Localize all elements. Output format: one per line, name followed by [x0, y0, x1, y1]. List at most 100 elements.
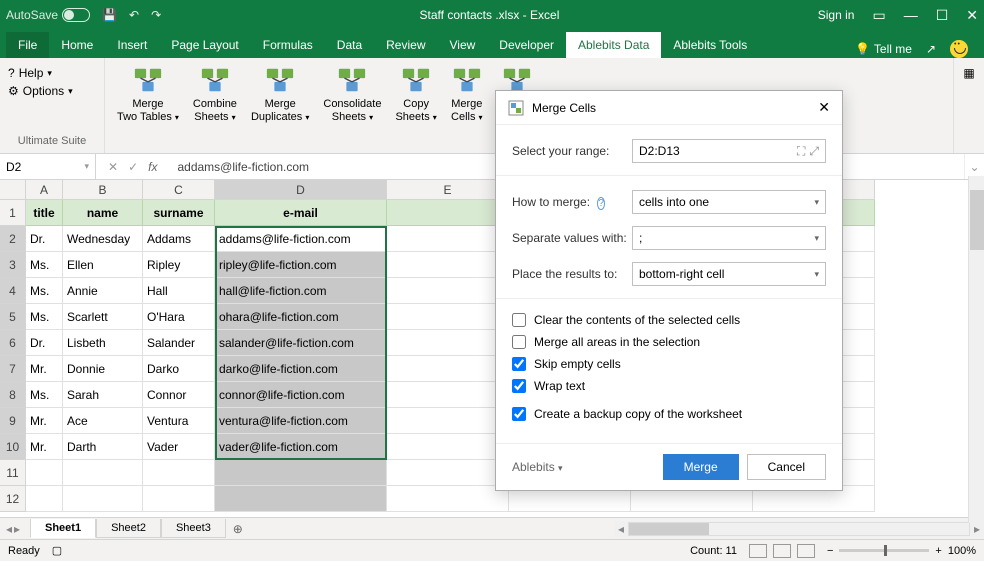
ribbon-consolidate[interactable]: ConsolidateSheets ▾	[317, 62, 387, 137]
maximize-icon[interactable]: ☐	[936, 7, 949, 24]
colhead-B[interactable]: B	[63, 180, 143, 200]
check-2[interactable]: Skip empty cells	[512, 357, 826, 371]
sheet-tab-sheet3[interactable]: Sheet3	[161, 519, 226, 538]
cancel-fx-icon[interactable]: ✕	[108, 160, 118, 174]
close-icon[interactable]: ✕	[966, 7, 978, 24]
add-sheet-button[interactable]: ⊕	[226, 522, 250, 536]
dialog-close-icon[interactable]: ✕	[818, 99, 830, 116]
minimize-icon[interactable]: —	[904, 7, 918, 24]
expand-range-icon[interactable]: ⤢	[809, 144, 819, 159]
signin-link[interactable]: Sign in	[818, 8, 855, 22]
cell[interactable]: Sarah	[63, 382, 143, 408]
vertical-scrollbar[interactable]	[968, 176, 984, 523]
cell[interactable]: Darko	[143, 356, 215, 382]
small-ribbon-icon[interactable]: ▦	[958, 62, 980, 84]
tab-home[interactable]: Home	[49, 32, 105, 58]
help-button[interactable]: ? Help ▾	[8, 64, 96, 82]
cell[interactable]: Mr.	[26, 356, 63, 382]
cell[interactable]	[387, 200, 509, 226]
fx-icon[interactable]: fx	[148, 160, 157, 174]
tab-insert[interactable]: Insert	[105, 32, 159, 58]
zoom-slider[interactable]	[839, 549, 929, 552]
cell[interactable]: Ms.	[26, 382, 63, 408]
share-icon[interactable]: ↗	[926, 42, 936, 56]
checkbox[interactable]	[512, 335, 526, 349]
help-icon[interactable]: ?	[597, 197, 605, 210]
options-button[interactable]: ⚙ Options ▾	[8, 82, 96, 100]
rowhead-8[interactable]: 8	[0, 382, 26, 408]
macro-record-icon[interactable]: ▢	[52, 544, 62, 557]
cell[interactable]	[143, 486, 215, 512]
cell[interactable]: hall@life-fiction.com	[215, 278, 387, 304]
cell[interactable]: Mr.	[26, 434, 63, 460]
cancel-button[interactable]: Cancel	[747, 454, 826, 480]
tab-ablebits-tools[interactable]: Ablebits Tools	[661, 32, 759, 58]
checkbox[interactable]	[512, 379, 526, 393]
cell[interactable]: Dr.	[26, 330, 63, 356]
rowhead-1[interactable]: 1	[0, 200, 26, 226]
cell[interactable]: vader@life-fiction.com	[215, 434, 387, 460]
cell[interactable]	[387, 408, 509, 434]
cell[interactable]	[63, 460, 143, 486]
scroll-right-icon[interactable]: ▸	[970, 522, 984, 536]
colhead-C[interactable]: C	[143, 180, 215, 200]
cell[interactable]: connor@life-fiction.com	[215, 382, 387, 408]
ribbon-merge[interactable]: MergeTwo Tables ▾	[111, 62, 185, 137]
cell[interactable]: O'Hara	[143, 304, 215, 330]
cell[interactable]	[63, 486, 143, 512]
cell[interactable]: Donnie	[63, 356, 143, 382]
cell[interactable]: Ace	[63, 408, 143, 434]
scroll-left-icon[interactable]: ◂	[614, 522, 628, 536]
zoom-in-icon[interactable]: +	[935, 545, 941, 557]
horizontal-scrollbar[interactable]: ◂ ▸	[614, 521, 984, 537]
cell[interactable]	[387, 304, 509, 330]
cell[interactable]: salander@life-fiction.com	[215, 330, 387, 356]
dialog-brand[interactable]: Ablebits ▾	[512, 460, 563, 474]
ribbon-merge[interactable]: MergeCells ▾	[445, 62, 489, 137]
cell[interactable]	[387, 356, 509, 382]
tab-file[interactable]: File	[6, 32, 49, 58]
checkbox[interactable]	[512, 313, 526, 327]
zoom-out-icon[interactable]: −	[827, 545, 833, 557]
undo-icon[interactable]: ↶	[129, 8, 139, 22]
cell[interactable]	[26, 486, 63, 512]
ribbon-merge[interactable]: MergeDuplicates ▾	[245, 62, 315, 137]
tellme[interactable]: 💡 Tell me	[855, 42, 912, 56]
cell[interactable]	[215, 486, 387, 512]
name-box[interactable]: D2 ▾	[0, 154, 96, 179]
check-0[interactable]: Clear the contents of the selected cells	[512, 313, 826, 327]
zoom-level[interactable]: 100%	[948, 545, 976, 557]
cell[interactable]: Ventura	[143, 408, 215, 434]
cell[interactable]: Annie	[63, 278, 143, 304]
rowhead-3[interactable]: 3	[0, 252, 26, 278]
ribbon-combine[interactable]: CombineSheets ▾	[187, 62, 243, 137]
cell[interactable]: Ellen	[63, 252, 143, 278]
cell[interactable]: Ms.	[26, 252, 63, 278]
cell[interactable]: e-mail	[215, 200, 387, 226]
cell[interactable]: Addams	[143, 226, 215, 252]
colhead-A[interactable]: A	[26, 180, 63, 200]
select-all-corner[interactable]	[0, 180, 26, 200]
cell[interactable]: name	[63, 200, 143, 226]
cell[interactable]: darko@life-fiction.com	[215, 356, 387, 382]
cell[interactable]: surname	[143, 200, 215, 226]
cell[interactable]: Mr.	[26, 408, 63, 434]
cell[interactable]	[387, 278, 509, 304]
checkbox[interactable]	[512, 357, 526, 371]
cell[interactable]: Connor	[143, 382, 215, 408]
cell[interactable]: Dr.	[26, 226, 63, 252]
tab-formulas[interactable]: Formulas	[251, 32, 325, 58]
colhead-E[interactable]: E	[387, 180, 509, 200]
check-1[interactable]: Merge all areas in the selection	[512, 335, 826, 349]
cell[interactable]	[387, 330, 509, 356]
cell[interactable]: addams@life-fiction.com	[215, 226, 387, 252]
cell[interactable]	[387, 252, 509, 278]
cell[interactable]: Ms.	[26, 278, 63, 304]
cell[interactable]: Darth	[63, 434, 143, 460]
sheet-tab-sheet2[interactable]: Sheet2	[96, 519, 161, 538]
cell[interactable]	[26, 460, 63, 486]
colhead-D[interactable]: D	[215, 180, 387, 200]
cell[interactable]	[387, 460, 509, 486]
tab-page-layout[interactable]: Page Layout	[159, 32, 250, 58]
tab-developer[interactable]: Developer	[487, 32, 566, 58]
